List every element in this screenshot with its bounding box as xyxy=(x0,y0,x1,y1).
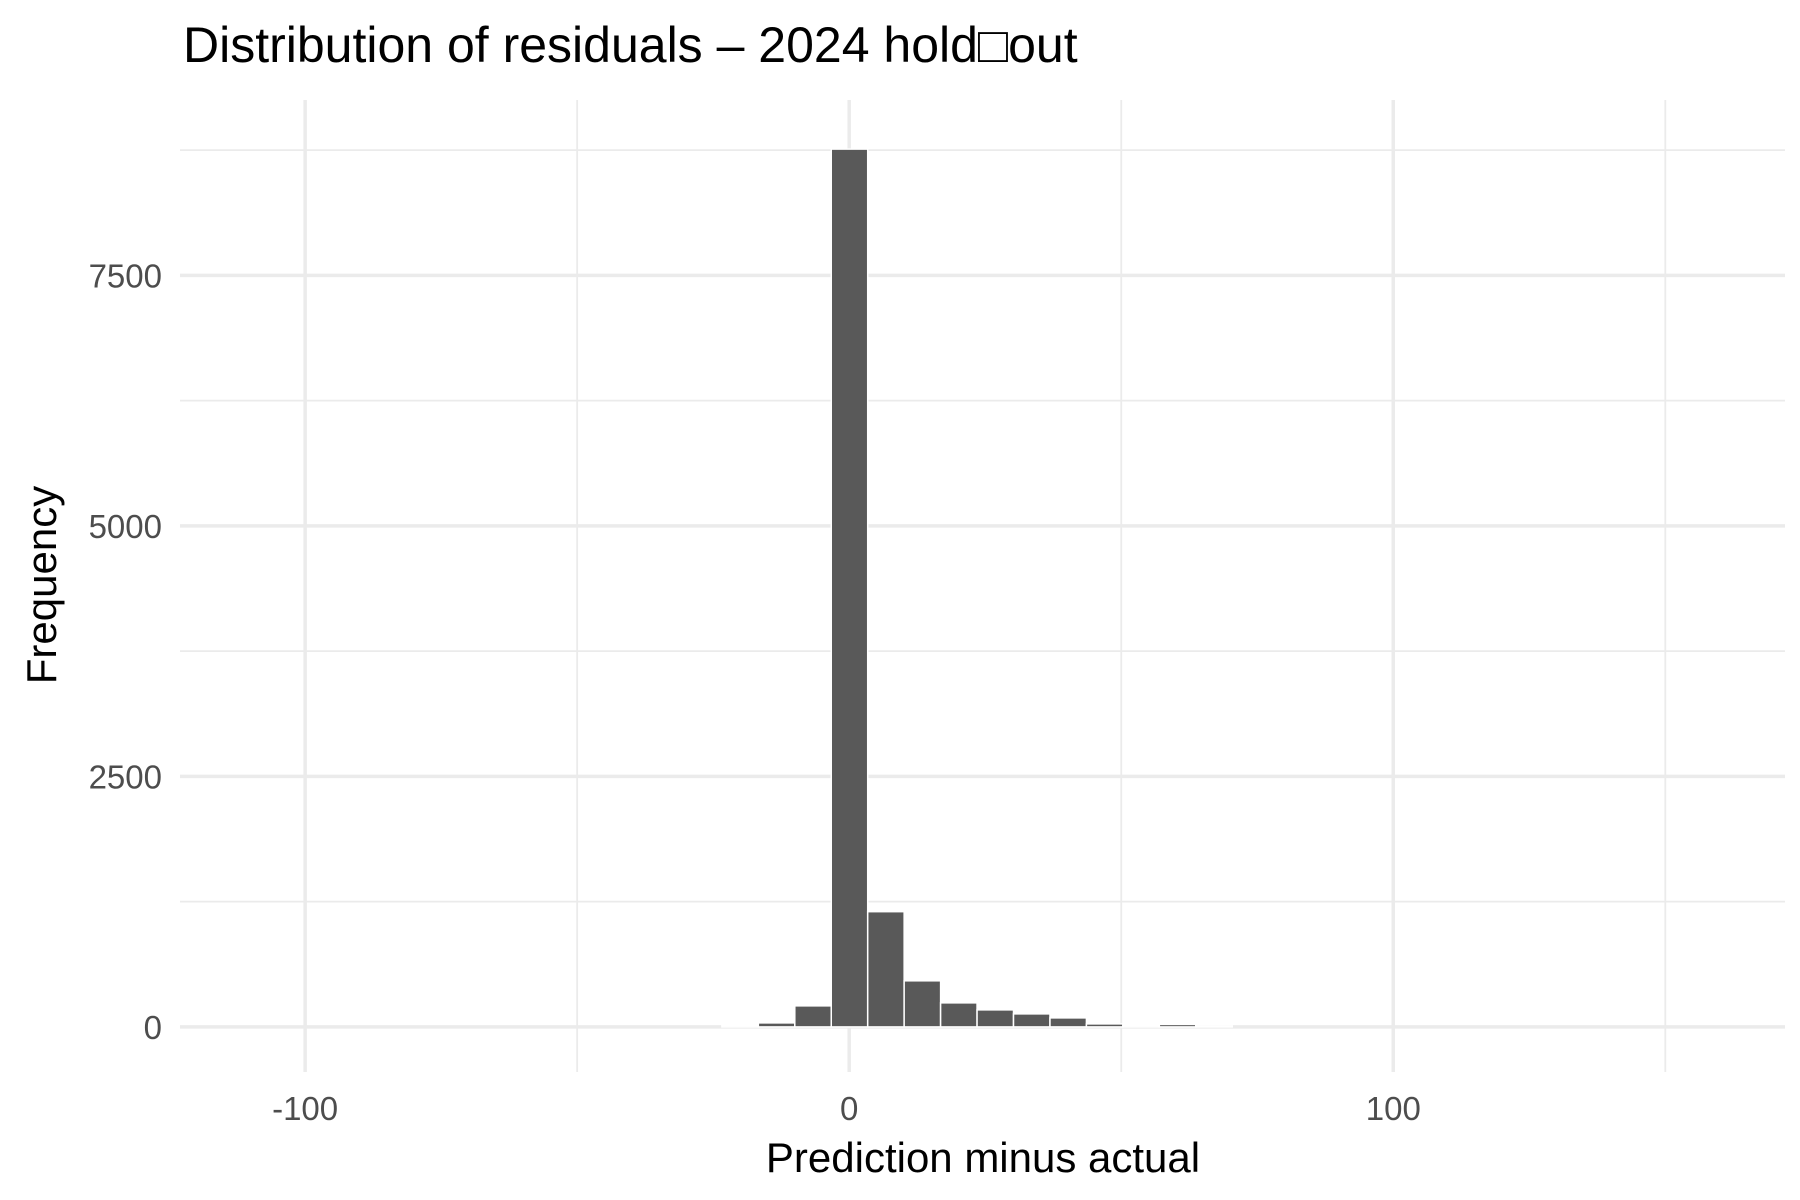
histogram-bar-12 xyxy=(1158,1023,1197,1028)
histogram-bar-6 xyxy=(939,1002,978,1028)
histogram-bar-8 xyxy=(1012,1013,1051,1028)
x-tick-label-2: 100 xyxy=(1366,1090,1421,1127)
y-tick-label-1: 2500 xyxy=(89,758,162,795)
x-tick-label-0: -100 xyxy=(272,1090,338,1127)
x-axis-title: Prediction minus actual xyxy=(766,1134,1200,1181)
histogram-bar-11 xyxy=(1122,1024,1161,1028)
histogram-bar-9 xyxy=(1049,1017,1088,1028)
y-axis-title: Frequency xyxy=(18,486,65,684)
y-tick-label-3: 7500 xyxy=(89,257,162,294)
y-tick-label-0: 0 xyxy=(144,1009,162,1046)
x-tick-labels: -100 0 100 xyxy=(272,1090,1421,1127)
histogram-bar-1 xyxy=(757,1022,796,1028)
histogram-bar-5 xyxy=(903,980,942,1028)
histogram-bar-10 xyxy=(1085,1023,1124,1028)
histogram-bar-7 xyxy=(976,1009,1015,1028)
y-tick-label-2: 5000 xyxy=(89,508,162,545)
histogram-bar-3 xyxy=(830,148,869,1028)
chart-title: Distribution of residuals – 2024 hold□ou… xyxy=(183,17,1078,73)
y-tick-labels: 0 2500 5000 7500 xyxy=(89,257,162,1046)
grid xyxy=(180,100,1785,1072)
histogram-bar-4 xyxy=(866,910,905,1028)
histogram-bar-0 xyxy=(721,1024,760,1028)
histogram-bar-13 xyxy=(1195,1025,1233,1028)
bars xyxy=(721,148,1233,1028)
x-tick-label-1: 0 xyxy=(840,1090,858,1127)
histogram-bar-2 xyxy=(794,1005,832,1028)
